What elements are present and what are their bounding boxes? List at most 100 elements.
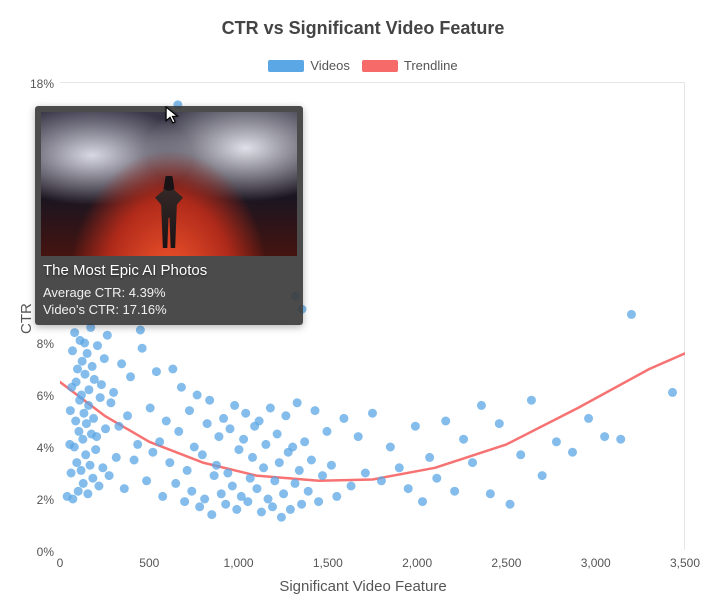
scatter-point[interactable]	[311, 406, 320, 415]
scatter-point[interactable]	[190, 443, 199, 452]
scatter-point[interactable]	[459, 435, 468, 444]
scatter-point[interactable]	[81, 370, 90, 379]
scatter-point[interactable]	[361, 469, 370, 478]
scatter-point[interactable]	[210, 471, 219, 480]
scatter-point[interactable]	[70, 328, 79, 337]
scatter-point[interactable]	[138, 344, 147, 353]
scatter-point[interactable]	[468, 458, 477, 467]
scatter-point[interactable]	[332, 492, 341, 501]
scatter-point[interactable]	[200, 495, 209, 504]
scatter-point[interactable]	[109, 388, 118, 397]
scatter-point[interactable]	[171, 479, 180, 488]
scatter-point[interactable]	[404, 484, 413, 493]
scatter-point[interactable]	[386, 443, 395, 452]
scatter-point[interactable]	[205, 396, 214, 405]
scatter-point[interactable]	[94, 482, 103, 491]
scatter-point[interactable]	[142, 476, 151, 485]
scatter-point[interactable]	[627, 310, 636, 319]
scatter-point[interactable]	[495, 419, 504, 428]
scatter-point[interactable]	[105, 471, 114, 480]
scatter-point[interactable]	[74, 427, 83, 436]
scatter-point[interactable]	[395, 463, 404, 472]
scatter-point[interactable]	[297, 500, 306, 509]
scatter-point[interactable]	[275, 458, 284, 467]
scatter-point[interactable]	[300, 437, 309, 446]
scatter-point[interactable]	[450, 487, 459, 496]
scatter-point[interactable]	[270, 476, 279, 485]
scatter-point[interactable]	[304, 487, 313, 496]
scatter-point[interactable]	[668, 388, 677, 397]
scatter-point[interactable]	[198, 450, 207, 459]
scatter-point[interactable]	[103, 331, 112, 340]
scatter-point[interactable]	[273, 430, 282, 439]
scatter-point[interactable]	[155, 437, 164, 446]
scatter-point[interactable]	[81, 450, 90, 459]
scatter-point[interactable]	[516, 450, 525, 459]
legend-item-videos[interactable]: Videos	[268, 58, 350, 73]
scatter-point[interactable]	[183, 466, 192, 475]
scatter-point[interactable]	[477, 401, 486, 410]
scatter-point[interactable]	[486, 489, 495, 498]
scatter-point[interactable]	[339, 414, 348, 423]
scatter-point[interactable]	[136, 326, 145, 335]
scatter-point[interactable]	[73, 365, 82, 374]
scatter-point[interactable]	[322, 427, 331, 436]
scatter-point[interactable]	[130, 456, 139, 465]
scatter-point[interactable]	[248, 453, 257, 462]
scatter-point[interactable]	[126, 372, 135, 381]
scatter-point[interactable]	[92, 432, 101, 441]
scatter-point[interactable]	[425, 453, 434, 462]
scatter-point[interactable]	[68, 346, 77, 355]
scatter-point[interactable]	[74, 487, 83, 496]
scatter-point[interactable]	[80, 339, 89, 348]
scatter-point[interactable]	[68, 495, 77, 504]
scatter-point[interactable]	[77, 466, 86, 475]
scatter-point[interactable]	[506, 500, 515, 509]
scatter-point[interactable]	[239, 435, 248, 444]
scatter-point[interactable]	[212, 461, 221, 470]
scatter-point[interactable]	[88, 362, 97, 371]
scatter-point[interactable]	[84, 401, 93, 410]
scatter-point[interactable]	[66, 406, 75, 415]
scatter-point[interactable]	[552, 437, 561, 446]
scatter-point[interactable]	[288, 443, 297, 452]
scatter-point[interactable]	[230, 401, 239, 410]
scatter-point[interactable]	[584, 414, 593, 423]
scatter-point[interactable]	[327, 461, 336, 470]
scatter-point[interactable]	[538, 471, 547, 480]
scatter-point[interactable]	[318, 471, 327, 480]
scatter-point[interactable]	[219, 414, 228, 423]
scatter-point[interactable]	[67, 469, 76, 478]
scatter-point[interactable]	[72, 378, 81, 387]
scatter-point[interactable]	[185, 406, 194, 415]
scatter-point[interactable]	[616, 435, 625, 444]
scatter-point[interactable]	[177, 383, 186, 392]
scatter-point[interactable]	[217, 489, 226, 498]
scatter-point[interactable]	[133, 440, 142, 449]
scatter-point[interactable]	[259, 463, 268, 472]
scatter-point[interactable]	[96, 393, 105, 402]
scatter-point[interactable]	[600, 432, 609, 441]
scatter-point[interactable]	[72, 458, 81, 467]
scatter-point[interactable]	[527, 396, 536, 405]
scatter-point[interactable]	[146, 404, 155, 413]
scatter-point[interactable]	[93, 341, 102, 350]
scatter-point[interactable]	[79, 409, 88, 418]
scatter-point[interactable]	[354, 432, 363, 441]
scatter-point[interactable]	[268, 502, 277, 511]
scatter-point[interactable]	[261, 440, 270, 449]
scatter-point[interactable]	[277, 513, 286, 522]
scatter-point[interactable]	[120, 484, 129, 493]
scatter-point[interactable]	[293, 398, 302, 407]
scatter-point[interactable]	[441, 417, 450, 426]
scatter-point[interactable]	[214, 432, 223, 441]
scatter-point[interactable]	[79, 479, 88, 488]
scatter-point[interactable]	[223, 469, 232, 478]
scatter-point[interactable]	[207, 510, 216, 519]
scatter-point[interactable]	[432, 474, 441, 483]
scatter-point[interactable]	[255, 417, 264, 426]
scatter-point[interactable]	[114, 422, 123, 431]
scatter-point[interactable]	[152, 367, 161, 376]
scatter-point[interactable]	[377, 476, 386, 485]
scatter-point[interactable]	[203, 419, 212, 428]
